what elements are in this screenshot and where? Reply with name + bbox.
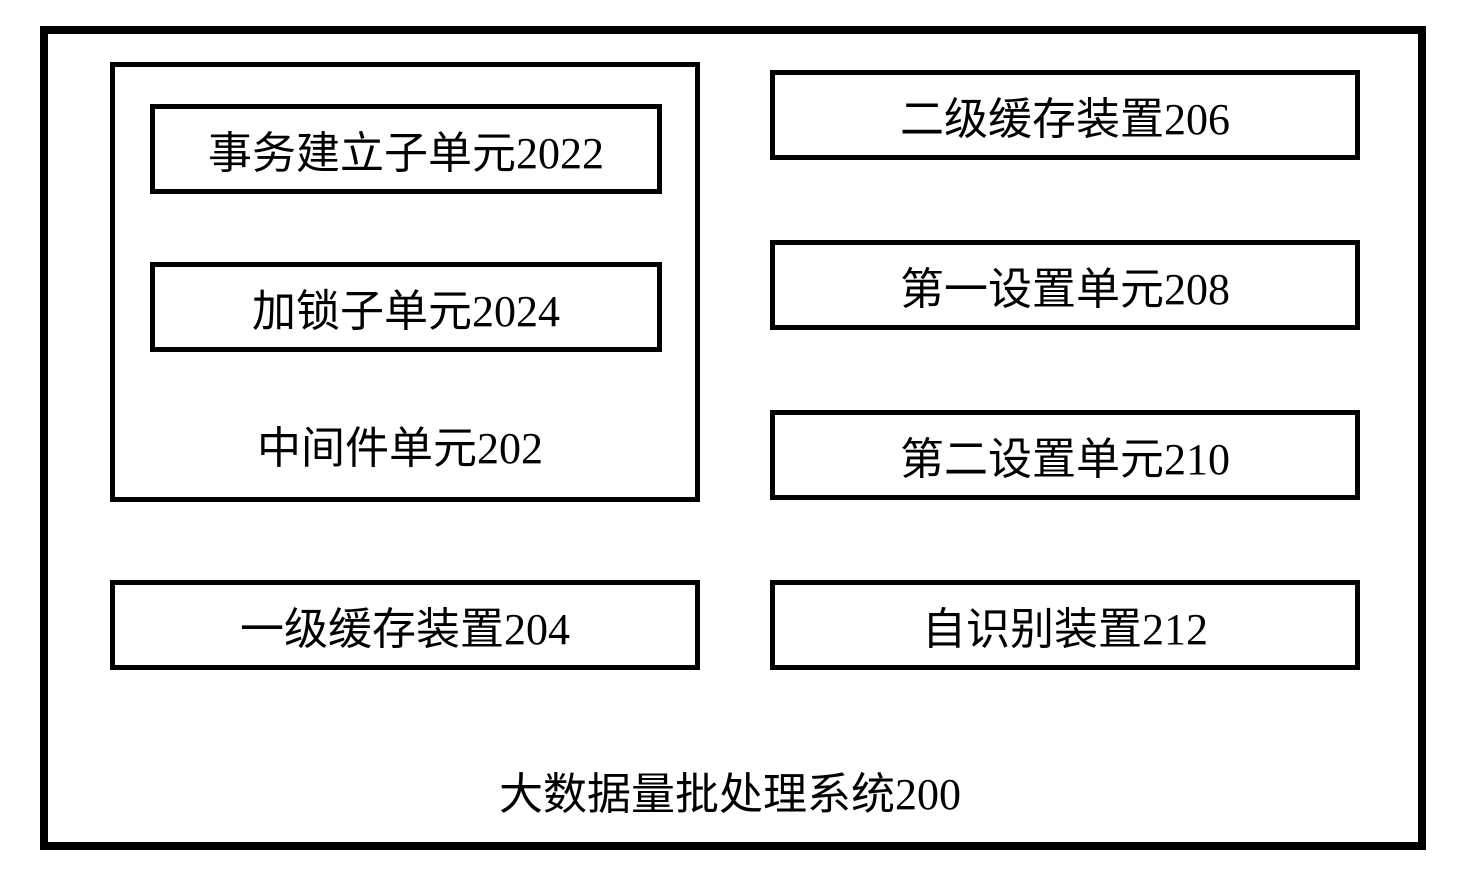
block-lock-subunit: 加锁子单元2024 <box>150 262 662 352</box>
block-transaction-subunit: 事务建立子单元2022 <box>150 104 662 194</box>
system-title: 大数据量批处理系统200 <box>470 760 990 820</box>
block-label: 加锁子单元2024 <box>252 275 560 339</box>
block-label: 自识别装置212 <box>922 593 1208 657</box>
block-label: 第二设置单元210 <box>900 423 1230 487</box>
block-label: 一级缓存装置204 <box>240 593 570 657</box>
block-second-setting-unit: 第二设置单元210 <box>770 410 1360 500</box>
block-self-identify-unit: 自识别装置212 <box>770 580 1360 670</box>
middleware-title: 中间件单元202 <box>220 414 580 474</box>
block-label: 第一设置单元208 <box>900 253 1230 317</box>
block-label: 二级缓存装置206 <box>900 83 1230 147</box>
block-l1-cache: 一级缓存装置204 <box>110 580 700 670</box>
block-l2-cache: 二级缓存装置206 <box>770 70 1360 160</box>
block-label: 事务建立子单元2022 <box>208 117 604 181</box>
block-first-setting-unit: 第一设置单元208 <box>770 240 1360 330</box>
